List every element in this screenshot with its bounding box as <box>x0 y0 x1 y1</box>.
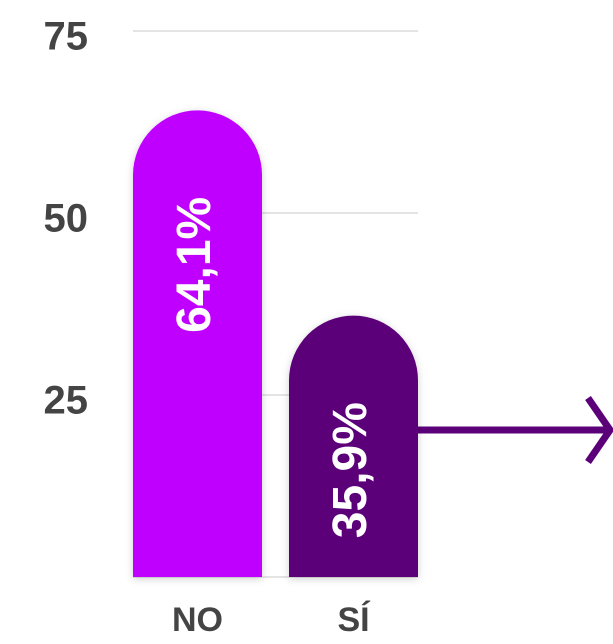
x-tick-label: NO <box>172 601 223 639</box>
arrow <box>415 396 613 464</box>
data-label: 64,1% <box>168 197 221 333</box>
y-tick-label: 75 <box>44 15 89 59</box>
x-tick-label: SÍ <box>337 601 371 639</box>
bars <box>133 110 418 578</box>
y-tick-label: 50 <box>44 197 89 241</box>
y-tick-label: 25 <box>44 379 89 423</box>
data-label: 35,9% <box>324 402 377 538</box>
arrow-head <box>585 396 613 464</box>
bar <box>289 315 418 577</box>
bar <box>133 110 262 578</box>
labels: 25 50 75 64,1% NO 35,9% SÍ <box>44 15 378 639</box>
